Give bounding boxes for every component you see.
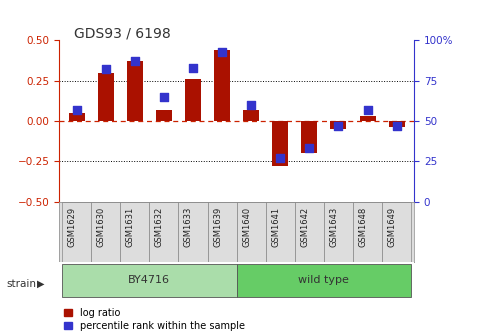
Point (247, 102, 255, 108)
Text: BY4716: BY4716 (128, 275, 171, 285)
Bar (156, 110, 172, 121)
Bar (272, 121, 288, 166)
Bar (185, 79, 201, 121)
Text: strain: strain (6, 279, 36, 289)
Bar (62, 202, 91, 262)
Bar (330, 121, 347, 129)
Text: GSM1640: GSM1640 (242, 206, 251, 247)
Text: GSM1630: GSM1630 (97, 206, 106, 247)
Bar (353, 202, 382, 262)
Point (131, 58, 139, 64)
Bar (266, 202, 295, 262)
Point (393, 123, 401, 128)
Text: GSM1632: GSM1632 (155, 206, 164, 247)
Bar (62, 264, 237, 297)
Text: GSM1639: GSM1639 (213, 206, 222, 247)
Bar (69, 113, 85, 121)
Bar (208, 202, 237, 262)
Bar (91, 202, 120, 262)
Bar (301, 121, 317, 153)
Bar (178, 202, 208, 262)
Bar (388, 121, 405, 127)
Bar (127, 61, 143, 121)
Text: ▶: ▶ (37, 279, 44, 289)
Text: GSM1629: GSM1629 (68, 206, 76, 247)
Bar (382, 202, 411, 262)
Legend: log ratio, percentile rank within the sample: log ratio, percentile rank within the sa… (64, 308, 245, 331)
Point (218, 49, 226, 54)
Text: GSM1631: GSM1631 (126, 206, 135, 247)
Bar (295, 202, 324, 262)
Point (364, 107, 372, 112)
Point (189, 65, 197, 71)
Bar (324, 202, 353, 262)
Bar (237, 202, 266, 262)
Bar (243, 110, 259, 121)
Bar (214, 50, 230, 121)
Bar (237, 264, 411, 297)
Text: GSM1633: GSM1633 (184, 206, 193, 247)
Point (277, 155, 284, 161)
Text: GDS93 / 6198: GDS93 / 6198 (74, 27, 171, 41)
Text: GSM1648: GSM1648 (358, 206, 368, 247)
Point (306, 146, 314, 151)
Point (102, 67, 109, 72)
Point (72, 107, 80, 112)
Text: GSM1649: GSM1649 (387, 206, 397, 247)
Text: wild type: wild type (298, 275, 350, 285)
Text: GSM1643: GSM1643 (329, 206, 339, 247)
Text: GSM1641: GSM1641 (271, 206, 281, 247)
Point (160, 94, 168, 99)
Text: GSM1642: GSM1642 (300, 206, 310, 247)
Bar (149, 202, 178, 262)
Bar (120, 202, 149, 262)
Bar (359, 116, 376, 121)
Bar (98, 73, 114, 121)
Point (335, 123, 343, 128)
